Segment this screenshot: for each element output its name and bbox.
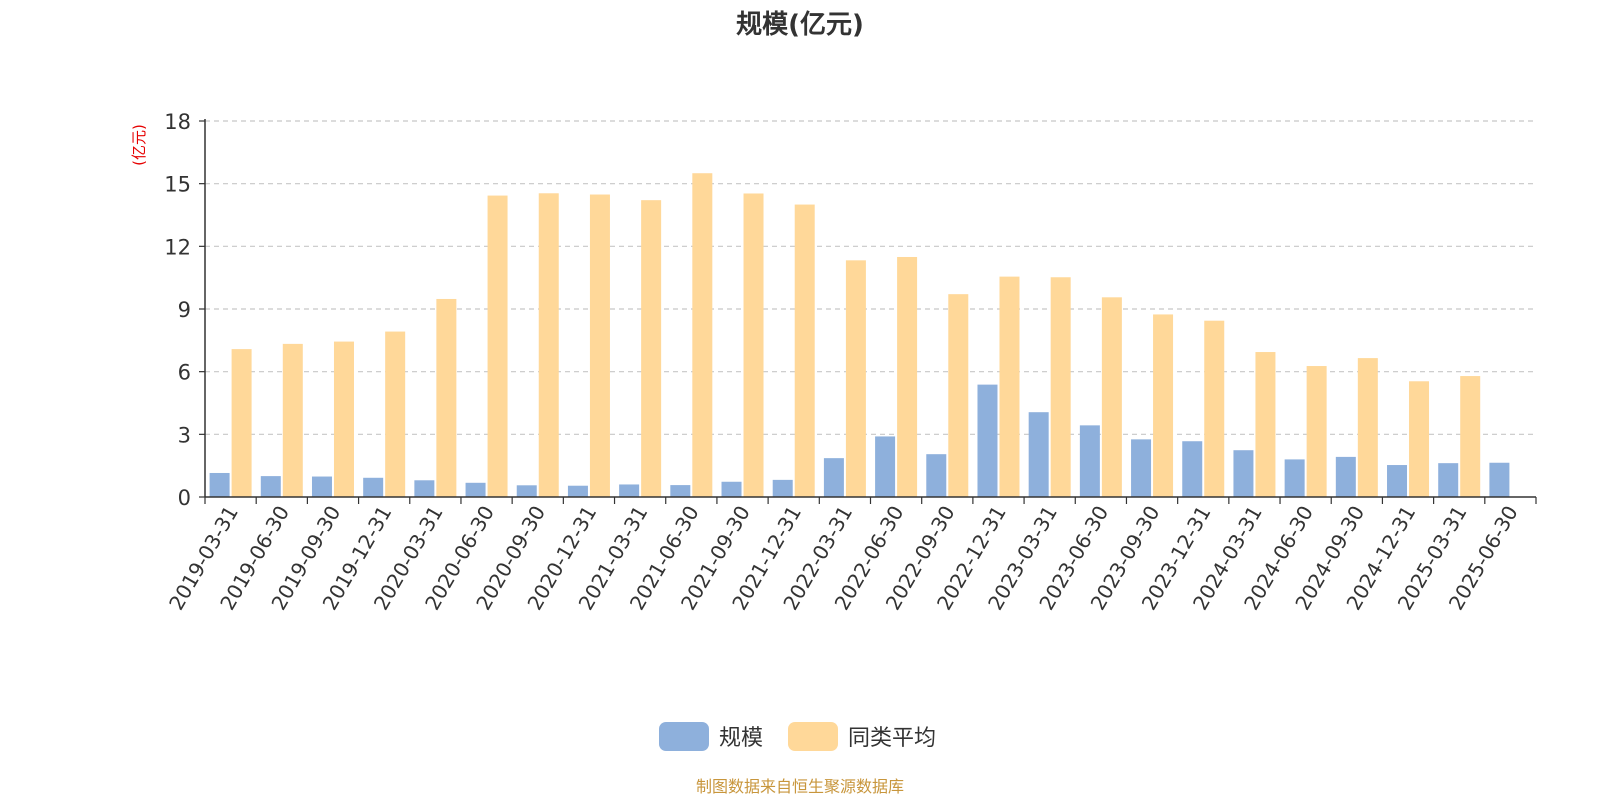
bars [209, 173, 1510, 498]
scale-bar [1284, 459, 1305, 497]
scale-bar [567, 485, 588, 497]
peer-average-bar [1460, 376, 1481, 497]
legend-swatch-scale [659, 722, 709, 751]
peer-average-bar [897, 256, 918, 497]
peer-average-bar [333, 341, 354, 497]
scale-bar [363, 477, 384, 497]
scale-bar [670, 485, 691, 497]
scale-bar [926, 454, 947, 497]
scale-bar [1387, 465, 1408, 497]
peer-average-bar [538, 193, 559, 497]
source-note: 制图数据来自恒生聚源数据库 [696, 777, 904, 796]
y-tick-label: 9 [178, 298, 191, 322]
y-tick-label: 3 [178, 423, 191, 447]
scale-bar [1028, 412, 1049, 497]
y-tick-label: 12 [164, 235, 191, 259]
scale-bar [875, 436, 896, 497]
peer-average-bar [845, 260, 866, 497]
scale-bar [311, 476, 332, 497]
peer-average-bar [1204, 320, 1225, 497]
peer-average-bar [948, 294, 969, 497]
y-tick-label: 18 [164, 110, 191, 134]
peer-average-bar [1255, 352, 1276, 497]
peer-average-bar [794, 204, 815, 498]
peer-average-bar [999, 276, 1020, 497]
peer-average-bar [1306, 366, 1327, 497]
peer-average-bar [692, 173, 713, 497]
scale-bar [1489, 462, 1510, 497]
y-axis-unit-label: (亿元) [130, 124, 148, 166]
chart-title: 规模(亿元) [736, 10, 864, 40]
peer-average-bar [231, 349, 252, 497]
peer-average-bar [589, 194, 610, 498]
peer-average-bar [641, 200, 662, 497]
peer-average-bar [743, 193, 764, 498]
scale-bar [772, 479, 793, 497]
scale-bar [977, 384, 998, 497]
peer-average-bar [385, 331, 406, 497]
peer-average-bar [1153, 314, 1174, 497]
scale-bar [721, 481, 742, 497]
y-tick-label: 0 [178, 486, 191, 510]
peer-average-bar [1050, 277, 1071, 497]
peer-average-bar [1101, 297, 1122, 497]
peer-average-bar [1357, 358, 1378, 497]
scale-bar [260, 476, 281, 497]
legend-label-scale: 规模 [719, 726, 763, 751]
legend: 规模 同类平均 [659, 722, 936, 751]
peer-average-bar [282, 343, 303, 497]
scale-bar [516, 485, 537, 497]
y-tick-label: 6 [178, 361, 191, 385]
peer-average-bar [487, 195, 508, 497]
scale-bar [414, 480, 435, 497]
scale-bar [1233, 450, 1254, 497]
legend-label-peer-average: 同类平均 [848, 726, 936, 751]
scale-bar [1131, 439, 1152, 497]
peer-average-bar [436, 298, 457, 497]
scale-bar [823, 458, 844, 497]
scale-bar [619, 484, 640, 497]
scale-bar [1079, 425, 1100, 497]
scale-bar [465, 482, 486, 497]
y-tick-label: 15 [164, 173, 191, 197]
y-axis-ticks: 0 3 6 9 12 15 18 [164, 110, 205, 510]
scale-bar [1438, 463, 1459, 497]
legend-swatch-peer-average [788, 722, 838, 751]
x-axis-ticks: 2019-03-312019-06-302019-09-302019-12-31… [164, 497, 1537, 614]
scale-bar [1335, 456, 1356, 497]
scale-bar [209, 472, 230, 497]
scale-bar [1182, 441, 1203, 497]
peer-average-bar [1409, 381, 1430, 497]
